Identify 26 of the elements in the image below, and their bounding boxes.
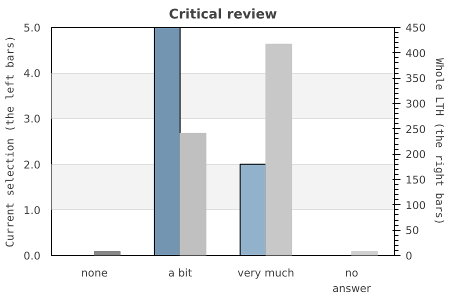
y-tick-label: 2.0 [24, 158, 41, 172]
x-tick-label: none [81, 266, 108, 280]
bar [94, 250, 121, 256]
y-tick-label: 0.0 [24, 250, 41, 262]
y2-tick-label: 300 [406, 98, 426, 110]
y2-tick-label: 200 [406, 148, 426, 162]
y-axis-title: Current selection (the left bars) [4, 36, 17, 248]
y2-tick-label: 100 [406, 198, 426, 212]
bar [351, 250, 378, 256]
y2-tick-label: 450 [406, 22, 426, 34]
x-tick-label: a bit [168, 266, 192, 280]
y2-tick-label: 250 [406, 122, 426, 136]
bar [265, 44, 292, 256]
x-tick-label: no answer [332, 266, 372, 296]
y2-axis-title: Whole LTH (the right bars) [432, 58, 446, 225]
y2-tick-label: 50 [406, 224, 420, 238]
y-tick-label: 5.0 [24, 22, 41, 34]
y2-tick-label: 150 [406, 174, 426, 186]
y2-tick-label: 350 [406, 72, 426, 86]
y2-tick-label: 0 [406, 250, 412, 262]
y-tick-label: 1.0 [24, 204, 41, 217]
y-tick-label: 4.0 [24, 67, 41, 80]
y2-tick-label: 400 [406, 46, 426, 60]
chart-title: Critical review [168, 8, 278, 22]
x-tick-label: very much [238, 266, 294, 280]
y-tick-label: 3.0 [24, 112, 41, 126]
